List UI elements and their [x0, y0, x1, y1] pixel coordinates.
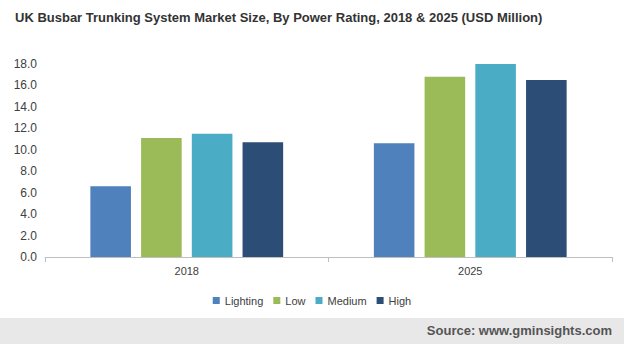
- svg-text:6.0: 6.0: [20, 186, 37, 200]
- svg-text:High: High: [389, 295, 412, 307]
- svg-text:18.0: 18.0: [14, 57, 38, 71]
- svg-text:2.0: 2.0: [20, 229, 37, 243]
- svg-text:14.0: 14.0: [14, 100, 38, 114]
- svg-text:Lighting: Lighting: [225, 295, 264, 307]
- svg-text:Medium: Medium: [327, 295, 366, 307]
- svg-text:8.0: 8.0: [20, 164, 37, 178]
- svg-text:0.0: 0.0: [20, 250, 37, 264]
- svg-text:16.0: 16.0: [14, 78, 38, 92]
- svg-text:2025: 2025: [458, 265, 482, 277]
- svg-text:UK Busbar Trunking System Mark: UK Busbar Trunking System Market Size, B…: [15, 10, 542, 25]
- svg-text:4.0: 4.0: [20, 207, 37, 221]
- svg-text:Low: Low: [285, 295, 305, 307]
- svg-text:2018: 2018: [175, 265, 199, 277]
- svg-text:12.0: 12.0: [14, 121, 38, 135]
- svg-text:10.0: 10.0: [14, 143, 38, 157]
- svg-text:Source: www.gminsights.com: Source: www.gminsights.com: [427, 323, 612, 338]
